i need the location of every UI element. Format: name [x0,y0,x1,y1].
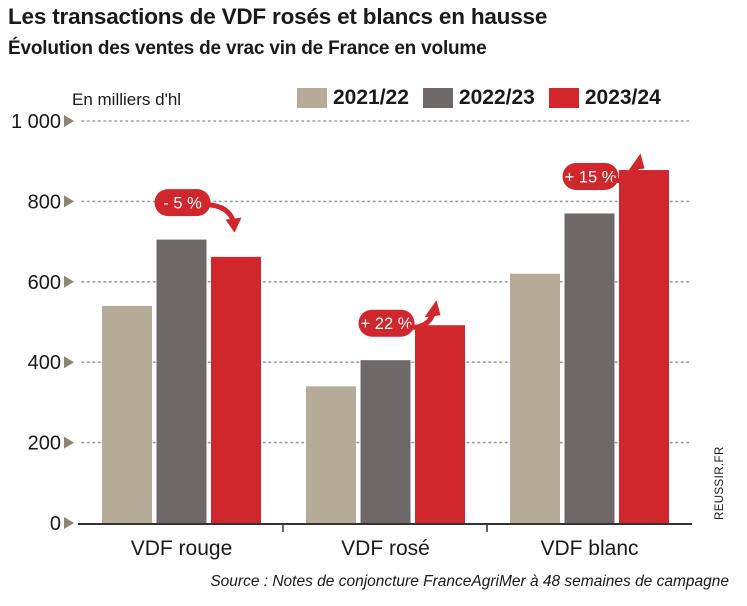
legend-item-2022-23: 2022/23 [422,86,535,110]
bar [619,170,669,523]
legend-item-2023-24: 2023/24 [548,86,661,110]
trend-arrow-head [424,300,441,318]
trend-arrow [408,312,435,330]
y-tick-marker [64,115,74,127]
trend-arrow-head [225,217,242,233]
legend-swatch [422,88,453,108]
legend-label: 2023/24 [584,86,661,109]
bar [211,256,261,523]
chart-subtitle: Évolution des ventes de vrac vin de Fran… [8,38,487,59]
x-tick-label: VDF blanc [540,537,638,560]
change-badge-label: + 15 % [565,168,617,186]
y-tick-label: 600 [28,272,61,294]
y-tick-marker [64,275,74,288]
bar [415,325,465,523]
change-badge-label: - 5 % [163,195,202,213]
bar [510,273,560,523]
legend: 2021/22 2022/23 2023/24 [297,86,675,110]
change-badge [562,162,619,190]
y-tick-label: 200 [28,433,61,455]
trend-arrow [612,165,639,183]
bar [306,386,356,523]
x-tick-label: VDF rosé [341,537,430,560]
watermark: REUSSIR.FR [714,446,726,520]
legend-swatch [297,88,327,108]
bar [102,305,152,523]
y-tick-label: 400 [28,352,61,374]
bar [360,360,411,523]
legend-swatch [548,88,579,108]
x-tick-label: VDF rouge [131,537,233,560]
y-tick-label: 0 [50,513,61,535]
legend-label: 2022/23 [458,86,535,109]
change-badge [154,189,211,217]
legend-label: 2021/22 [333,86,409,109]
y-tick-marker [64,356,74,369]
change-badge [358,309,415,337]
y-tick-label: 1 000 [11,111,61,133]
source-note: Source : Notes de conjoncture FranceAgri… [210,573,729,590]
bar [564,213,615,523]
trend-arrow [204,202,236,225]
chart-title: Les transactions de VDF rosés et blancs … [8,4,548,29]
change-badge-label: + 22 % [361,315,413,333]
y-tick-marker [64,436,74,449]
legend-item-2021-22: 2021/22 [297,86,409,110]
y-tick-label: 800 [28,191,61,213]
bar [156,239,207,523]
y-tick-marker [64,517,74,529]
trend-arrow-head [628,153,645,171]
y-tick-marker [64,195,74,208]
y-axis-unit-label: En milliers d'hl [72,90,182,109]
